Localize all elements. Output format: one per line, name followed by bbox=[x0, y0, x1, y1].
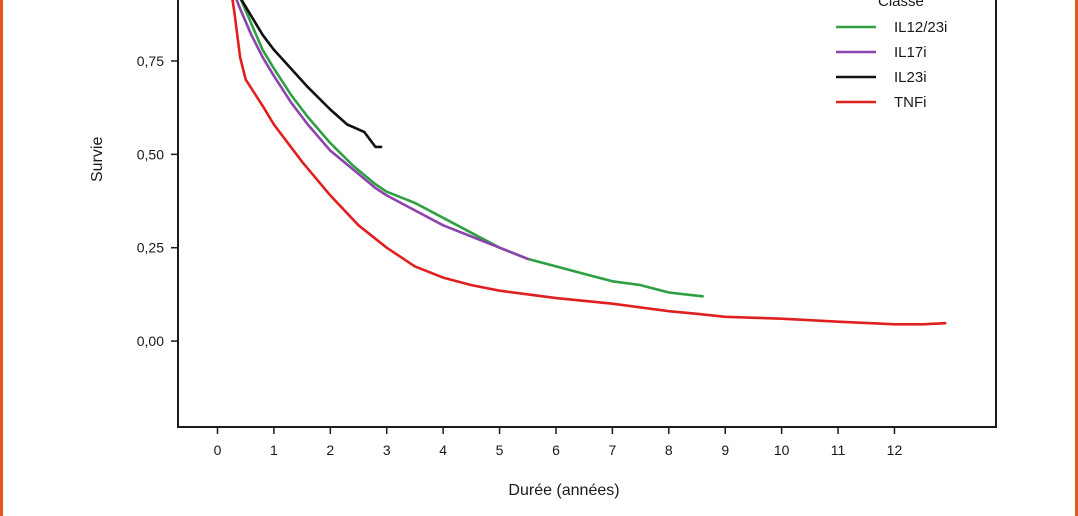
x-tick-label: 5 bbox=[496, 442, 504, 458]
x-tick-label: 7 bbox=[608, 442, 616, 458]
series-layer bbox=[231, 0, 947, 326]
y-axis-title: Survie bbox=[89, 137, 106, 182]
x-tick-label: 0 bbox=[214, 442, 222, 458]
x-tick-label: 9 bbox=[721, 442, 729, 458]
series-line-il12-23i bbox=[239, 0, 704, 298]
x-tick-label: 2 bbox=[326, 442, 334, 458]
axes: 0 1 2 3 4 5 6 7 8 9 10 11 120,750,500,250,00 bbox=[137, 0, 997, 458]
plot-frame bbox=[177, 0, 997, 428]
x-tick-label: 3 bbox=[383, 442, 391, 458]
legend: Classe IL12/23i IL17i IL23i TNFi bbox=[836, 0, 947, 111]
x-tick-label: 11 bbox=[831, 442, 846, 458]
survival-chart: 0 1 2 3 4 5 6 7 8 9 10 11 120,750,500,250,00 ClasseI… bbox=[89, 0, 997, 499]
legend-label-il17i: IL17i bbox=[894, 44, 927, 61]
x-tick-label: 10 bbox=[774, 442, 790, 458]
y-tick-label: 0,50 bbox=[137, 146, 164, 162]
legend-label-il23i: IL23i bbox=[894, 69, 927, 86]
series-line-tnfi bbox=[231, 0, 947, 326]
legend-label-tnfi: TNFi bbox=[894, 94, 927, 111]
x-tick-label: 8 bbox=[665, 442, 673, 458]
x-tick-label: 4 bbox=[439, 442, 447, 458]
legend-label-il12-23i: IL12/23i bbox=[894, 19, 947, 36]
x-axis-title: Durée (années) bbox=[508, 482, 619, 499]
series-line-il17i bbox=[235, 0, 530, 261]
series-line-il23i bbox=[240, 0, 383, 149]
legend-title: Classe bbox=[878, 0, 924, 10]
x-tick-label: 6 bbox=[552, 442, 560, 458]
y-tick-label: 0,25 bbox=[137, 240, 164, 256]
x-tick-label: 1 bbox=[270, 442, 278, 458]
x-tick-label: 12 bbox=[887, 442, 903, 458]
y-tick-label: 0,75 bbox=[137, 53, 164, 69]
y-tick-label: 0,00 bbox=[137, 333, 164, 349]
